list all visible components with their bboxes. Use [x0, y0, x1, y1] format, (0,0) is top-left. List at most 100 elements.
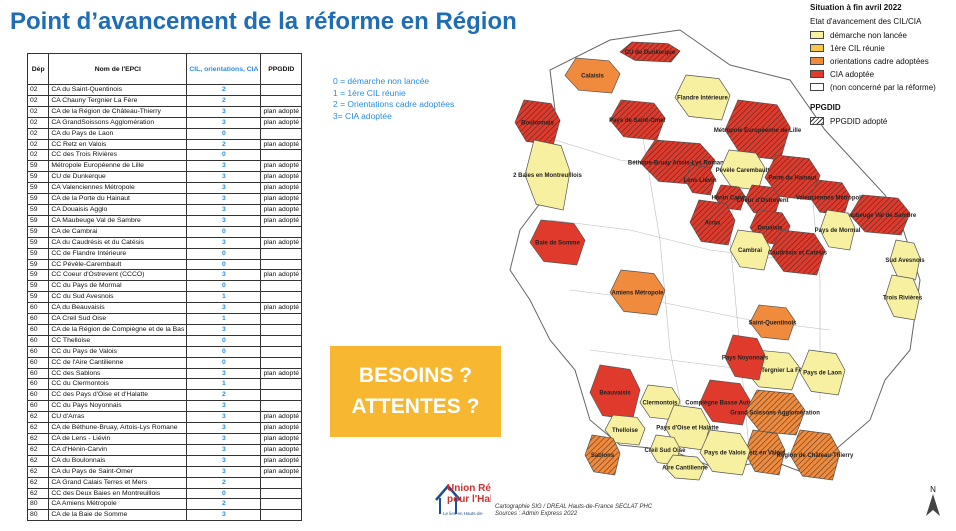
row-ppgdid: [260, 498, 302, 511]
table-row: 02 CA du Pays de Laon 0: [26, 127, 302, 140]
map-label-pays-de-mormal: Pays de Mormal: [815, 228, 861, 234]
row-epci-name: CU de Dunkerque: [48, 171, 188, 184]
north-label: N: [930, 485, 936, 494]
map-label-henin-carvin: Hénin Carvin: [711, 196, 748, 202]
table-row: 59 CA de la Porte du Hainaut 3 plan adopté: [26, 193, 302, 205]
legend-label: orientations cadre adoptées: [830, 56, 929, 66]
map-label-pevele-carembault: Pévèle Carembault: [716, 168, 770, 174]
row-dep: 80: [26, 509, 50, 522]
row-ppgdid: plan adopté: [260, 116, 302, 129]
legend-item-cia: CIA adoptée: [810, 69, 874, 79]
row-dep: 60: [26, 302, 50, 315]
epci-zone-compiegne-basse-automne: [699, 379, 751, 426]
header-ppgdid: PPGDID: [260, 53, 302, 85]
table-row: 59 CC Coeur d'Ostrevent (CCCO) 3 plan adopt…: [26, 269, 302, 282]
table-row: 02 CA Chauny Tergnier La Fère 2: [26, 94, 302, 107]
row-epci-name: CC Coeur d'Ostrevent (CCCO): [48, 269, 188, 282]
map-label-amiens-metropole: Amiens Métropole: [611, 291, 664, 297]
map-label-retz-en-valois: Retz en Valois: [745, 451, 786, 457]
row-dep: 62: [26, 454, 50, 467]
map-label-baie-de-somme: Baie de Somme: [535, 241, 580, 247]
table-row: 02 CA GrandSoissons Agglomération 3 plan ad…: [26, 116, 302, 129]
legend-label: (non concerné par la réforme): [830, 82, 936, 92]
row-epci-name: CA du Beauvaisis: [48, 302, 188, 315]
row-dep: 02: [26, 84, 50, 96]
row-ppgdid: plan adopté: [260, 443, 302, 456]
row-epci-name: CA Grand Calais Terres et Mers: [48, 476, 188, 489]
row-epci-name: CC des Deux Baies en Montreuillois: [48, 487, 188, 500]
row-ppgdid: plan adopté: [260, 214, 302, 227]
row-epci-name: CA de la Porte du Hainaut: [48, 193, 188, 205]
row-dep: 59: [26, 258, 50, 271]
row-cil-status: 2: [186, 84, 262, 96]
row-cil-status: 3: [186, 367, 262, 380]
row-cil-status: 3: [186, 193, 262, 205]
row-dep: 02: [26, 105, 50, 118]
row-ppgdid: [260, 334, 302, 347]
table-header-row: Dép Nom de l'EPCI CIL, orientations, CIA…: [26, 53, 302, 85]
source-line: Sources : Admin Express 2022: [495, 511, 578, 517]
map-label-caudresis-et-catesis: Caudrésis et Catésis: [768, 251, 828, 257]
table-row: 62 CC des Deux Baies en Montreuillois 0: [26, 487, 302, 500]
row-cil-status: 3: [186, 411, 262, 424]
map-label-pays-de-laon: Pays de Laon: [803, 371, 842, 377]
row-cil-status: 3: [186, 269, 262, 282]
ppgdid-hatch-arras: [690, 200, 735, 245]
row-cil-status: 3: [186, 182, 262, 195]
epci-zone-calaisis: [564, 57, 621, 94]
row-dep: 59: [26, 280, 50, 293]
row-epci-name: CA de la Région de Compiègne et de la Ba…: [48, 323, 188, 336]
epci-zone-pays-de-laon: [799, 349, 846, 396]
epci-zone-pays-de-valois: [699, 429, 751, 476]
legend-label: PPGDID adopté: [830, 116, 888, 126]
row-ppgdid: [260, 356, 302, 369]
row-epci-name: CA Creil Sud Oise: [48, 313, 188, 325]
north-arrow: N: [926, 485, 940, 518]
map-label-sud-avesnois: Sud Avesnois: [885, 258, 925, 264]
row-cil-status: 1: [186, 313, 262, 325]
row-epci-name: CC des Trois Rivières: [48, 149, 188, 162]
row-epci-name: CA de Lens - Liévin: [48, 433, 188, 445]
ppgdid-hatch-caudresis-et-catesis: [770, 230, 825, 275]
row-dep: 59: [26, 236, 50, 249]
row-ppgdid: plan adopté: [260, 465, 302, 478]
row-ppgdid: [260, 247, 302, 260]
row-epci-name: CA de Béthune-Bruay, Artois-Lys Romane: [48, 422, 188, 434]
row-epci-name: CC du Sud Avesnois: [48, 291, 188, 304]
besoins-callout: BESOINS ? ATTENTES ?: [330, 346, 501, 437]
table-row: 62 CA Grand Calais Terres et Mers 2: [26, 476, 302, 489]
row-epci-name: CA du Saint-Quentinois: [48, 84, 188, 96]
map-label-chauny-tergnier-la-fere: Chauny-Tergnier La Fère: [737, 368, 808, 374]
map-label-douaisis: Douaisis: [757, 226, 783, 232]
row-dep: 60: [26, 367, 50, 380]
row-cil-status: 3: [186, 465, 262, 478]
legend-item-orientations: orientations cadre adoptées: [810, 56, 929, 66]
row-ppgdid: plan adopté: [260, 171, 302, 184]
legend-label: CIA adoptée: [830, 69, 875, 79]
ppgdid-hatch-valenciennes-metropole: [810, 180, 850, 215]
row-cil-status: 3: [186, 433, 262, 445]
row-cil-status: 3: [186, 400, 262, 413]
row-ppgdid: [260, 258, 302, 271]
epci-zone-thelloise: [604, 414, 646, 446]
map-label-porte-du-hainaut: Porte du Hainaut: [768, 176, 816, 182]
header-name: Nom de l'EPCI: [48, 53, 188, 85]
row-epci-name: CC du Pays de Valois: [48, 345, 188, 358]
row-epci-name: CC Pévèle-Carembault: [48, 258, 188, 271]
map-label-boulonnais: Boulonnais: [521, 121, 554, 127]
row-dep: 59: [26, 171, 50, 184]
row-cil-status: 3: [186, 422, 262, 434]
row-cil-status: 2: [186, 476, 262, 489]
row-ppgdid: [260, 400, 302, 413]
map-situation-date: Situation à fin avril 2022: [810, 3, 902, 12]
epci-zone-flandre-interieure: [674, 74, 731, 121]
map-label-trois-rivieres: Trois Rivières: [883, 296, 923, 302]
row-epci-name: CC des Pays d'Oise et d'Halatte: [48, 389, 188, 402]
row-cil-status: 3: [186, 105, 262, 118]
legend-swatch: [810, 31, 824, 39]
row-epci-name: CA du Pays de Laon: [48, 127, 188, 140]
row-ppgdid: [260, 84, 302, 96]
table-row: 62 CA de Béthune-Bruay, Artois-Lys Romane…: [26, 422, 302, 434]
table-row: 59 CA Maubeuge Val de Sambre 3 plan adopté: [26, 214, 302, 227]
row-dep: 59: [26, 193, 50, 205]
